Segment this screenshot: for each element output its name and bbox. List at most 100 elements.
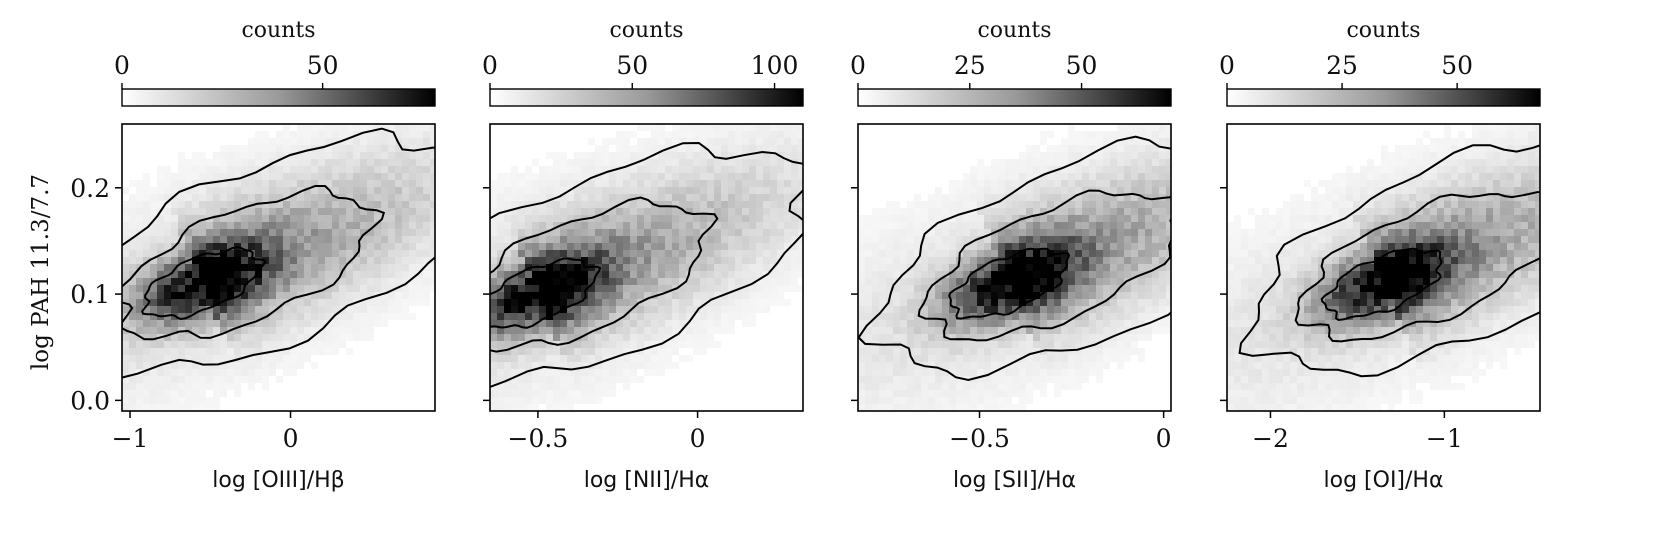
density-cell [1241,341,1248,348]
density-cell [1096,131,1103,138]
density-cell [1068,313,1075,320]
density-cell [332,180,339,187]
density-cell [907,243,914,250]
density-cell [367,187,374,194]
density-cell [756,243,763,250]
density-cell [518,285,525,292]
density-cell [150,341,157,348]
density-cell [581,229,588,236]
density-cell [381,152,388,159]
density-cell [637,124,644,131]
density-cell [984,383,991,390]
density-cell [602,243,609,250]
density-cell [430,201,435,208]
density-cell [269,145,276,152]
density-cell [728,215,735,222]
density-cell [1269,376,1276,383]
density-cell [949,383,956,390]
density-cell [1012,341,1019,348]
density-cell [1255,362,1262,369]
density-cell [970,369,977,376]
density-cell [367,201,374,208]
density-cell [984,173,991,180]
density-cell [1047,201,1054,208]
density-cell [395,145,402,152]
density-cell [595,355,602,362]
density-cell [346,159,353,166]
density-cell [623,341,630,348]
density-cell [164,208,171,215]
density-cell [1082,138,1089,145]
density-cell [1131,166,1138,173]
density-cell [1262,243,1269,250]
density-cell [595,173,602,180]
density-cell [129,250,136,257]
density-cell [595,250,602,257]
density-cell [1061,173,1068,180]
density-cell [234,285,241,292]
density-cell [539,243,546,250]
density-cell [1276,208,1283,215]
density-cell [581,376,588,383]
density-cell [665,341,672,348]
density-cell [935,390,942,397]
density-cell [658,145,665,152]
density-cell [963,383,970,390]
density-cell [770,208,777,215]
density-cell [318,201,325,208]
density-cell [1138,327,1145,334]
density-cell [241,208,248,215]
density-cell [504,355,511,362]
density-cell [721,124,728,131]
density-cell [1061,257,1068,264]
density-cell [1318,362,1325,369]
density-cell [644,264,651,271]
density-cell [283,124,290,131]
density-cell [644,327,651,334]
density-cell [784,159,791,166]
density-cell [234,271,241,278]
density-cell [1138,243,1145,250]
density-cell [728,320,735,327]
density-cell [367,334,374,341]
density-cell [248,271,255,278]
density-cell [1159,166,1166,173]
density-cell [956,194,963,201]
density-cell [297,208,304,215]
density-cell [262,278,269,285]
density-cell [511,313,518,320]
density-cell [325,159,332,166]
density-cell [1082,187,1089,194]
density-cell [1012,222,1019,229]
density-cell [1283,327,1290,334]
density-cell [1241,264,1248,271]
density-cell [1159,180,1166,187]
density-cell [297,264,304,271]
density-cell [574,271,581,278]
density-cell [1138,306,1145,313]
density-cell [865,215,872,222]
density-cell [318,278,325,285]
density-cell [616,222,623,229]
density-cell [1318,292,1325,299]
density-cell [658,257,665,264]
density-cell [1089,173,1096,180]
density-cell [1089,180,1096,187]
density-cell [332,166,339,173]
density-cell [1276,236,1283,243]
density-cell [497,173,504,180]
density-cell [1311,264,1318,271]
density-cell [942,320,949,327]
density-cell [1248,376,1255,383]
density-cell [1241,348,1248,355]
density-cell [234,383,241,390]
density-cell [164,348,171,355]
density-cell [858,341,865,348]
density-cell [665,243,672,250]
density-cell [893,292,900,299]
density-cell [325,299,332,306]
density-cell [1248,390,1255,397]
density-cell [735,173,742,180]
density-cell [430,285,435,292]
density-cell [1026,299,1033,306]
